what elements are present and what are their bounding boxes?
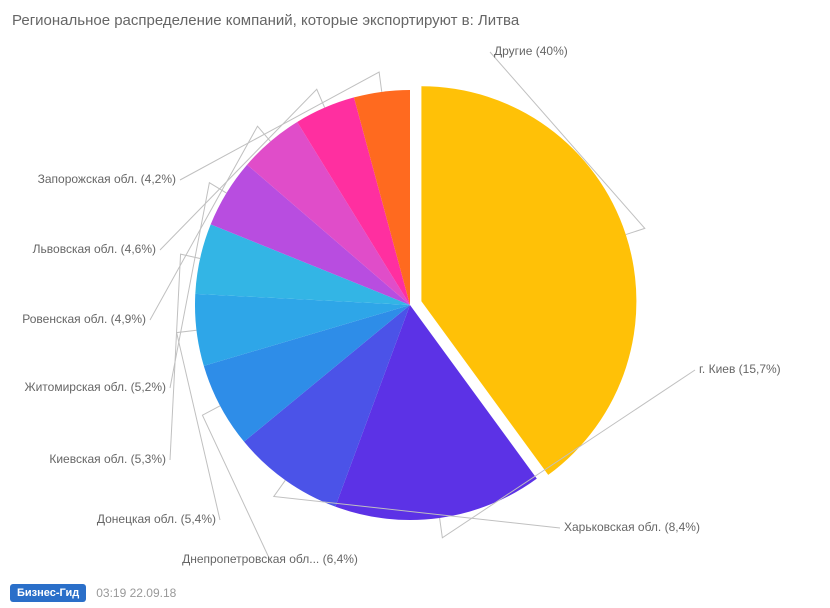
slice-label: Другие (40%)	[494, 44, 568, 58]
slice-label: Киевская обл. (5,3%)	[49, 452, 166, 466]
slice-label: Запорожская обл. (4,2%)	[38, 172, 176, 186]
slice-label: Донецкая обл. (5,4%)	[97, 512, 216, 526]
slice-label: Днепропетровская обл... (6,4%)	[182, 552, 358, 566]
slice-label: Ровенская обл. (4,9%)	[22, 312, 146, 326]
slice-label: Львовская обл. (4,6%)	[33, 242, 156, 256]
slice-label: Житомирская обл. (5,2%)	[25, 380, 167, 394]
brand-badge: Бизнес-Гид	[10, 584, 86, 602]
footer: Бизнес-Гид 03:19 22.09.18	[10, 584, 176, 602]
slice-label: г. Киев (15,7%)	[699, 362, 781, 376]
pie-chart: Другие (40%) г. Киев (15,7%) Харьковская о…	[0, 30, 830, 570]
timestamp: 03:19 22.09.18	[96, 586, 176, 600]
slice-label: Харьковская обл. (8,4%)	[564, 520, 700, 534]
chart-title: Региональное распределение компаний, кот…	[12, 12, 519, 29]
leader-line	[170, 254, 200, 460]
